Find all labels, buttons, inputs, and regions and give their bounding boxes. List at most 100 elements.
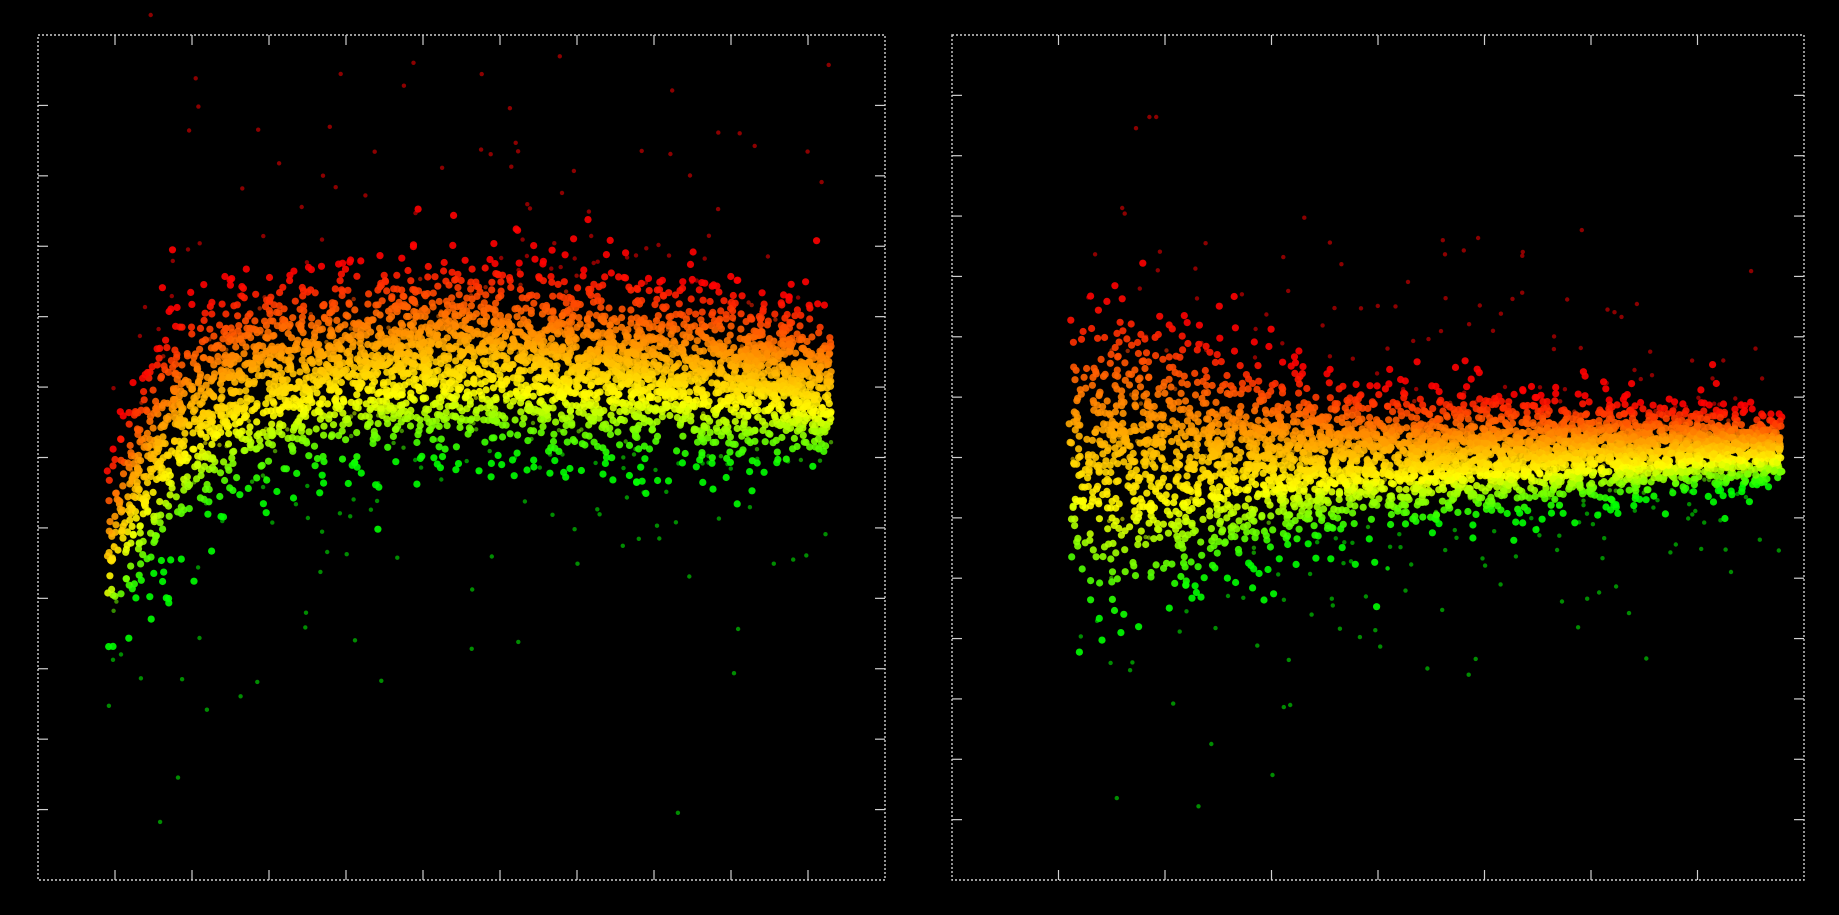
scatter-point (129, 379, 137, 387)
scatter-point (231, 337, 239, 345)
scatter-point (272, 448, 278, 454)
scatter-point (263, 476, 271, 484)
scatter-point (804, 553, 809, 558)
scatter-point (1165, 375, 1173, 383)
scatter-point (552, 418, 560, 426)
scatter-point (716, 315, 724, 323)
scatter-point (231, 378, 239, 386)
scatter-point (424, 262, 432, 271)
scatter-point (621, 455, 626, 460)
scatter-point (164, 502, 173, 510)
scatter-point (329, 421, 338, 429)
scatter-point (218, 300, 226, 308)
scatter-point (790, 408, 798, 416)
scatter-point (446, 370, 454, 378)
scatter-point (610, 338, 618, 346)
scatter-point (760, 377, 768, 385)
scatter-point (556, 428, 562, 433)
scatter-point (817, 419, 826, 427)
scatter-point (487, 336, 495, 344)
scatter-point (361, 372, 369, 380)
scatter-point (1413, 358, 1421, 366)
scatter-point (712, 389, 720, 397)
scatter-point (335, 260, 343, 268)
scatter-point (226, 484, 234, 492)
scatter-point (289, 314, 297, 322)
scatter-point (744, 411, 752, 420)
scatter-point (222, 310, 230, 318)
scatter-point (202, 453, 210, 461)
scatter-point (459, 366, 467, 374)
scatter-point (641, 455, 649, 463)
scatter-point (686, 333, 694, 342)
scatter-point (778, 433, 786, 442)
scatter-point (599, 470, 607, 478)
scatter-point (449, 412, 457, 420)
scatter-point (488, 286, 496, 294)
scatter-point (198, 422, 206, 430)
scatter-point (276, 161, 282, 166)
scatter-point (263, 433, 271, 441)
scatter-point (492, 299, 500, 307)
scatter-point (124, 528, 132, 536)
scatter-point (395, 298, 403, 306)
scatter-point (316, 370, 324, 378)
scatter-point (549, 292, 557, 300)
scatter-point (771, 561, 776, 566)
scatter-point (509, 361, 517, 369)
scatter-point (578, 356, 586, 364)
scatter-point (1290, 353, 1299, 361)
scatter-point (147, 615, 155, 623)
scatter-point (395, 555, 400, 560)
scatter-point (1223, 574, 1231, 582)
scatter-point (564, 356, 572, 364)
scatter-point (822, 442, 830, 450)
scatter-point (488, 278, 496, 286)
scatter-point (259, 500, 267, 508)
scatter-point (614, 428, 622, 436)
scatter-point (504, 313, 512, 321)
scatter-point (606, 321, 614, 330)
scatter-point (595, 259, 600, 264)
scatter-point (108, 585, 116, 594)
scatter-point (1216, 386, 1224, 394)
scatter-point (378, 297, 386, 305)
scatter-point (136, 438, 144, 446)
scatter-point (559, 190, 565, 196)
scatter-point (698, 308, 706, 316)
scatter-point (362, 400, 370, 408)
scatter-point (450, 211, 458, 219)
scatter-point (443, 308, 451, 316)
scatter-point (485, 347, 493, 355)
scatter-point (463, 294, 471, 302)
scatter-point (454, 345, 459, 351)
scatter-point (726, 433, 735, 441)
scatter-point (798, 344, 806, 353)
scatter-point (265, 273, 274, 282)
scatter-point (609, 416, 617, 424)
scatter-point (448, 301, 456, 309)
scatter-point (212, 392, 218, 398)
scatter-point (313, 455, 322, 463)
scatter-point (176, 459, 184, 467)
scatter-point (618, 305, 626, 313)
scatter-point (550, 430, 558, 438)
scatter-point (153, 475, 161, 484)
scatter-point (583, 316, 592, 324)
scatter-point (1743, 494, 1749, 500)
scatter-point (331, 396, 339, 404)
scatter-point (299, 287, 308, 295)
scatter-point (574, 273, 579, 278)
scatter-point (167, 556, 175, 564)
scatter-point (761, 407, 769, 415)
scatter-point (210, 332, 218, 340)
scatter-point (602, 420, 610, 428)
scatter-point (531, 375, 540, 383)
scatter-point (531, 255, 539, 263)
scatter-point (292, 396, 300, 404)
scatter-point (147, 454, 155, 463)
scatter-point (495, 294, 503, 302)
scatter-point (631, 432, 640, 440)
scatter-point (210, 434, 219, 442)
scatter-point (1284, 540, 1292, 549)
